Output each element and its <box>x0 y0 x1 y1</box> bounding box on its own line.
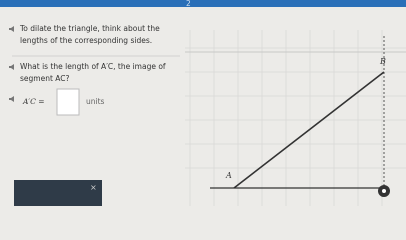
top-bar-text: 2 <box>186 0 191 8</box>
grid <box>185 30 406 206</box>
top-bar <box>0 0 406 7</box>
question-text: What is the length of A′C, the image of … <box>20 62 166 83</box>
keypad-popup <box>14 180 102 206</box>
speaker-icons <box>9 26 14 102</box>
segment-ab <box>233 71 385 189</box>
hint-text: To dilate the triangle, think about the … <box>20 24 160 45</box>
point-handle-center <box>382 189 386 193</box>
answer-unit: units <box>86 97 105 106</box>
canvas: B A × <box>0 0 406 206</box>
answer-input[interactable] <box>56 88 80 116</box>
close-icon[interactable]: × <box>90 183 97 192</box>
screen: B A × To dilate the triangle, think abou… <box>0 0 406 206</box>
answer-label: A′C = <box>23 97 45 106</box>
point-label: B <box>379 57 386 66</box>
point-label: A <box>225 171 232 180</box>
